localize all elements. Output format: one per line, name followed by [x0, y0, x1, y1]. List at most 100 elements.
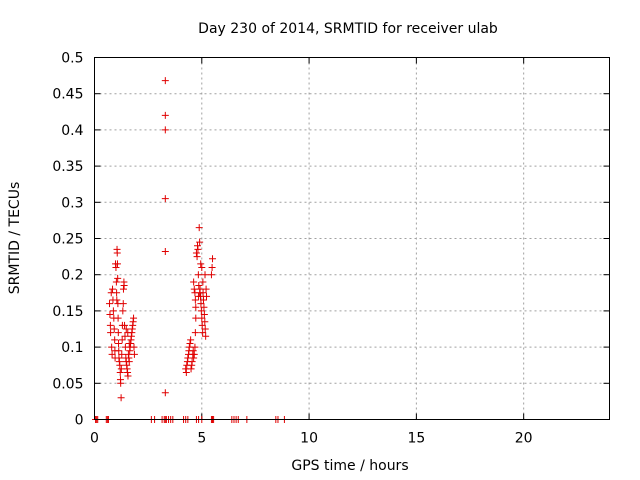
data-point [187, 336, 195, 344]
data-point [107, 329, 115, 337]
data-point [192, 249, 200, 257]
data-point [110, 325, 118, 333]
data-point [195, 224, 203, 232]
data-point [190, 350, 198, 358]
x-tick-label: 20 [515, 431, 533, 447]
data-point [106, 311, 114, 319]
data-point [207, 271, 215, 279]
data-point [191, 343, 199, 351]
data-point [113, 260, 121, 268]
data-points [92, 77, 288, 423]
data-point [192, 303, 200, 311]
data-point [197, 307, 205, 315]
data-point [209, 255, 217, 263]
data-point [200, 296, 208, 304]
data-point [161, 126, 169, 134]
data-point [186, 339, 194, 347]
chart-title: Day 230 of 2014, SRMTID for receiver ula… [198, 21, 498, 37]
data-point [116, 368, 124, 376]
data-point [109, 307, 117, 315]
data-point [195, 282, 203, 290]
data-point [161, 389, 169, 397]
data-point [161, 195, 169, 203]
data-point [130, 314, 138, 322]
data-point [201, 325, 209, 333]
data-point [208, 263, 216, 271]
data-point [194, 271, 202, 279]
y-tick-label: 0.45 [52, 87, 83, 103]
data-point [121, 321, 129, 329]
data-point [112, 263, 120, 271]
data-point [117, 379, 125, 387]
data-point [122, 325, 130, 333]
data-point [196, 289, 204, 297]
y-tick-label: 0.5 [61, 51, 83, 67]
data-point [189, 347, 197, 355]
data-point [114, 314, 122, 322]
x-tick-label: 5 [197, 431, 206, 447]
data-point [202, 332, 210, 340]
data-point [115, 347, 123, 355]
y-axis-label: SRMTID / TECUs [7, 182, 23, 295]
y-tick-label: 0 [75, 413, 84, 429]
data-point [117, 394, 125, 402]
data-point [114, 274, 122, 282]
data-point [195, 292, 203, 300]
data-point [200, 311, 208, 319]
data-point [106, 321, 114, 329]
y-tick-label: 0.3 [61, 195, 83, 211]
data-point [118, 350, 126, 358]
data-point [109, 285, 117, 293]
plot-frame [94, 57, 610, 420]
data-point [125, 339, 133, 347]
data-point [130, 343, 138, 351]
y-tick-label: 0.15 [52, 304, 83, 320]
grid [94, 57, 610, 420]
data-point [197, 300, 205, 308]
data-point [202, 285, 210, 293]
y-tick-label: 0.1 [61, 340, 83, 356]
data-point [119, 307, 127, 315]
data-point [113, 296, 121, 304]
x-tick-label: 10 [300, 431, 318, 447]
data-point [201, 318, 209, 326]
data-point [120, 282, 128, 290]
data-point [201, 271, 209, 279]
data-point [199, 329, 207, 337]
data-point [191, 329, 199, 337]
data-point [113, 289, 121, 297]
data-point [194, 245, 202, 253]
data-point [200, 303, 208, 311]
y-tick-label: 0.05 [52, 376, 83, 392]
data-point [161, 111, 169, 119]
data-point [182, 368, 190, 376]
data-point [111, 336, 119, 344]
data-point [106, 300, 114, 308]
data-point [197, 260, 205, 268]
y-tick-label: 0.35 [52, 159, 83, 175]
x-tick-label: 15 [407, 431, 425, 447]
data-point [161, 248, 169, 256]
x-tick-label: 0 [90, 431, 99, 447]
data-point [130, 350, 138, 358]
data-point [193, 253, 201, 261]
data-point [119, 300, 127, 308]
data-point [116, 361, 124, 369]
data-point [203, 292, 211, 300]
data-point [125, 358, 133, 366]
data-point [196, 238, 204, 246]
data-point [198, 321, 206, 329]
data-point [108, 350, 116, 358]
data-point [108, 343, 116, 351]
x-axis-label: GPS time / hours [291, 458, 408, 474]
data-point [113, 249, 121, 257]
y-tick-label: 0.2 [61, 268, 83, 284]
data-point [161, 77, 169, 85]
data-point [198, 314, 206, 322]
data-point [198, 263, 206, 271]
data-point [112, 278, 120, 286]
data-point [121, 332, 129, 340]
data-point [190, 278, 198, 286]
data-point [192, 314, 200, 322]
